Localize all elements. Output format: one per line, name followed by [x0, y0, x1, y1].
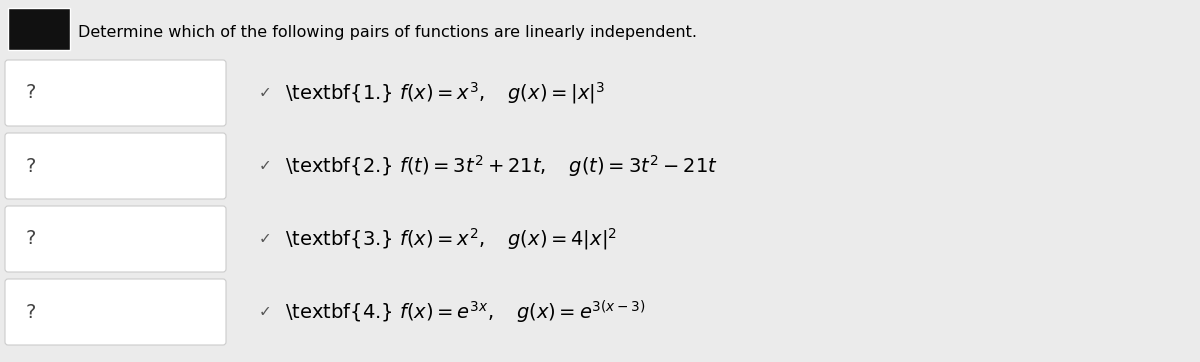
Text: Determine which of the following pairs of functions are linearly independent.: Determine which of the following pairs o…: [78, 25, 697, 41]
FancyBboxPatch shape: [5, 279, 226, 345]
Text: \textbf{1.} $f(x) = x^3, \quad g(x) = |x|^3$: \textbf{1.} $f(x) = x^3, \quad g(x) = |x…: [286, 80, 605, 106]
Text: \textbf{4.} $f(x) = e^{3x}, \quad g(x) = e^{3(x-3)}$: \textbf{4.} $f(x) = e^{3x}, \quad g(x) =…: [286, 298, 646, 325]
FancyBboxPatch shape: [5, 133, 226, 199]
Text: ?: ?: [26, 156, 36, 176]
Text: ✓: ✓: [259, 85, 271, 101]
Text: ✓: ✓: [259, 232, 271, 247]
Text: \textbf{3.} $f(x) = x^2, \quad g(x) = 4|x|^2$: \textbf{3.} $f(x) = x^2, \quad g(x) = 4|…: [286, 226, 617, 252]
Bar: [8, 8, 70, 50]
Text: ✓: ✓: [259, 159, 271, 173]
FancyBboxPatch shape: [5, 206, 226, 272]
Text: ?: ?: [26, 303, 36, 321]
Text: ?: ?: [26, 230, 36, 248]
Text: ✓: ✓: [259, 304, 271, 320]
Text: \textbf{2.} $f(t) = 3t^2 + 21t, \quad g(t) = 3t^2 - 21t$: \textbf{2.} $f(t) = 3t^2 + 21t, \quad g(…: [286, 153, 718, 179]
Text: ?: ?: [26, 84, 36, 102]
FancyBboxPatch shape: [5, 60, 226, 126]
